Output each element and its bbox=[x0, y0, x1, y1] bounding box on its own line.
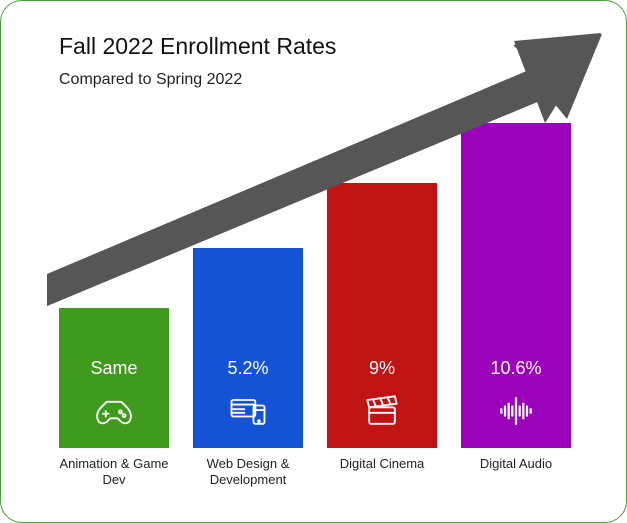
infographic-card: Fall 2022 Enrollment Rates Compared to S… bbox=[0, 0, 627, 523]
bar-value: 10.6% bbox=[490, 358, 541, 379]
bar-value: Same bbox=[90, 358, 137, 379]
bar-label: Animation & Game Dev bbox=[59, 456, 169, 489]
bar-label: Digital Cinema bbox=[327, 456, 437, 472]
bar-digital-cinema: 9% bbox=[327, 183, 437, 448]
bar-label: Web Design & Development bbox=[193, 456, 303, 489]
bar-label: Digital Audio bbox=[461, 456, 571, 472]
gamepad-icon bbox=[92, 389, 136, 433]
bar-value: 9% bbox=[369, 358, 395, 379]
bar-digital-audio: 10.6% bbox=[461, 123, 571, 448]
bar-web-design-dev: 5.2% bbox=[193, 248, 303, 448]
devices-icon bbox=[226, 389, 270, 433]
clapper-icon bbox=[360, 389, 404, 433]
bars-container: Same 5.2% bbox=[59, 118, 579, 448]
labels-container: Animation & Game Dev Web Design & Develo… bbox=[59, 452, 579, 492]
bar-value: 5.2% bbox=[227, 358, 268, 379]
bar-chart: Same 5.2% bbox=[59, 41, 596, 492]
bar-animation-game-dev: Same bbox=[59, 308, 169, 448]
soundwave-icon bbox=[494, 389, 538, 433]
